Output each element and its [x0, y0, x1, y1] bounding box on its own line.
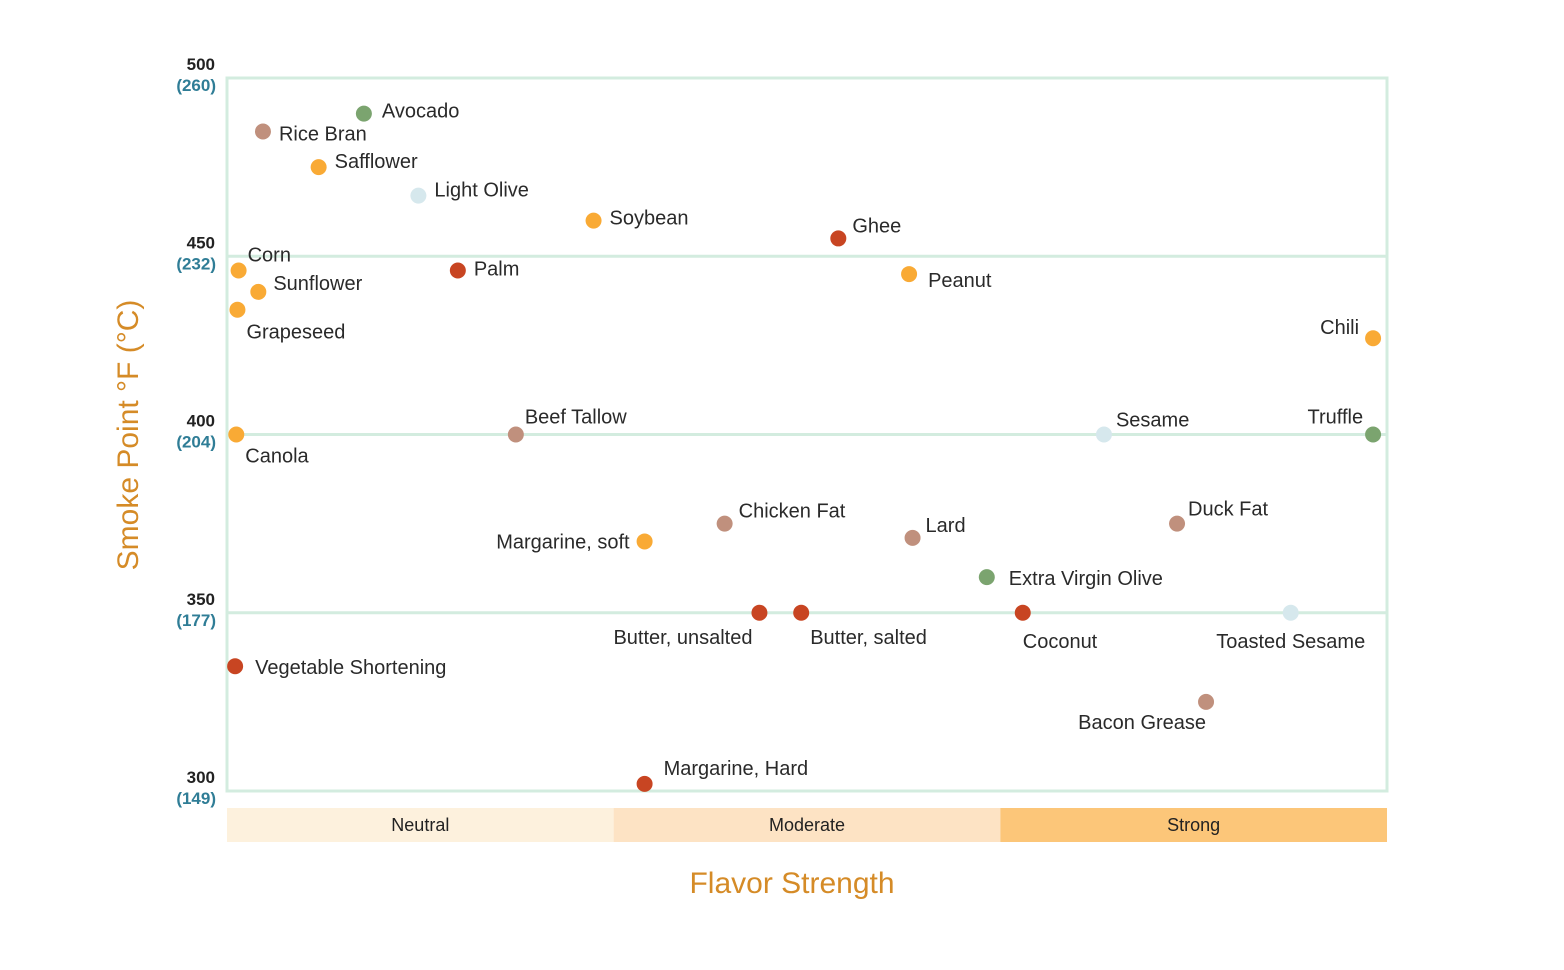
y-tick-label-f: 400	[187, 412, 215, 431]
point-marker	[636, 533, 653, 550]
point-marker	[507, 426, 524, 443]
grid-layer	[225, 76, 1389, 793]
point-marker	[904, 529, 921, 546]
point-label: Lard	[926, 515, 966, 537]
flavor-band	[1000, 808, 1387, 842]
point-marker	[793, 604, 810, 621]
point-marker	[410, 187, 427, 204]
point-label: Grapeseed	[246, 322, 345, 344]
point-label: Safflower	[335, 151, 418, 173]
point-label: Corn	[248, 245, 291, 267]
point-marker	[355, 105, 372, 122]
point-marker	[449, 262, 466, 279]
flavor-strength-bands: Neutral Moderate Strong	[227, 808, 1387, 842]
flavor-band	[613, 808, 1001, 842]
point-label: Rice Bran	[279, 123, 367, 145]
point-marker	[229, 301, 246, 318]
point-label: Duck Fat	[1188, 499, 1268, 521]
point-label: Margarine, Hard	[664, 758, 809, 780]
flavor-band-label: Moderate	[769, 815, 845, 835]
point-label: Bacon Grease	[1078, 712, 1206, 734]
point-marker	[227, 658, 244, 675]
point-marker	[751, 604, 768, 621]
point-label: Toasted Sesame	[1216, 631, 1365, 653]
point-marker	[250, 283, 267, 300]
data-points	[227, 105, 1382, 792]
point-label: Light Olive	[434, 180, 529, 202]
point-marker	[1282, 604, 1299, 621]
point-marker	[716, 515, 733, 532]
point-label: Beef Tallow	[525, 407, 627, 429]
y-axis-title: Smoke Point °F (°C)	[112, 300, 145, 571]
y-tick-label-c: (204)	[176, 433, 216, 452]
point-marker	[254, 123, 271, 140]
flavor-band-label: Neutral	[391, 815, 449, 835]
point-label: Avocado	[382, 101, 459, 123]
y-tick-label-f: 450	[187, 233, 215, 252]
point-label: Palm	[474, 259, 520, 281]
point-label: Ghee	[852, 215, 901, 237]
point-label: Sunflower	[273, 273, 362, 295]
point-label: Peanut	[928, 270, 992, 292]
point-marker	[310, 159, 327, 176]
point-label: Chili	[1320, 317, 1359, 339]
point-label: Coconut	[1023, 631, 1098, 653]
data-labels: Avocado Rice Bran Safflower Light Olive Soyb…	[245, 101, 1365, 780]
point-marker	[1365, 330, 1382, 347]
point-marker	[1014, 604, 1031, 621]
y-tick-label-c: (260)	[176, 76, 216, 95]
y-tick-label-f: 300	[187, 768, 215, 787]
y-axis-ticks: 500 (260) 450 (232) 400 (204) 350 (177) 300 (149)	[176, 55, 216, 808]
y-tick-label-f: 350	[187, 590, 215, 609]
y-tick-label-c: (177)	[176, 611, 216, 630]
point-marker	[1169, 515, 1186, 532]
point-label: Margarine, soft	[496, 531, 630, 553]
point-marker	[1198, 693, 1215, 710]
point-label: Butter, unsalted	[613, 627, 752, 649]
point-marker	[830, 230, 847, 247]
point-label: Extra Virgin Olive	[1009, 568, 1163, 590]
point-marker	[230, 262, 247, 279]
point-label: Truffle	[1308, 407, 1364, 429]
point-marker	[901, 266, 918, 283]
point-marker	[1365, 426, 1382, 443]
point-label: Butter, salted	[810, 627, 927, 649]
point-label: Canola	[245, 446, 309, 468]
point-marker	[585, 212, 602, 229]
y-tick-label-c: (149)	[176, 789, 216, 808]
point-marker	[978, 569, 995, 586]
y-tick-label-c: (232)	[176, 254, 216, 273]
point-marker	[636, 775, 653, 792]
point-label: Sesame	[1116, 410, 1189, 432]
x-axis-title: Flavor Strength	[689, 867, 894, 900]
flavor-band	[227, 808, 614, 842]
y-tick-label-f: 500	[187, 55, 215, 74]
flavor-band-label: Strong	[1167, 815, 1220, 835]
point-marker	[228, 426, 245, 443]
point-label: Vegetable Shortening	[255, 657, 446, 679]
point-label: Chicken Fat	[739, 501, 846, 523]
point-label: Soybean	[610, 208, 689, 230]
point-marker	[1095, 426, 1112, 443]
